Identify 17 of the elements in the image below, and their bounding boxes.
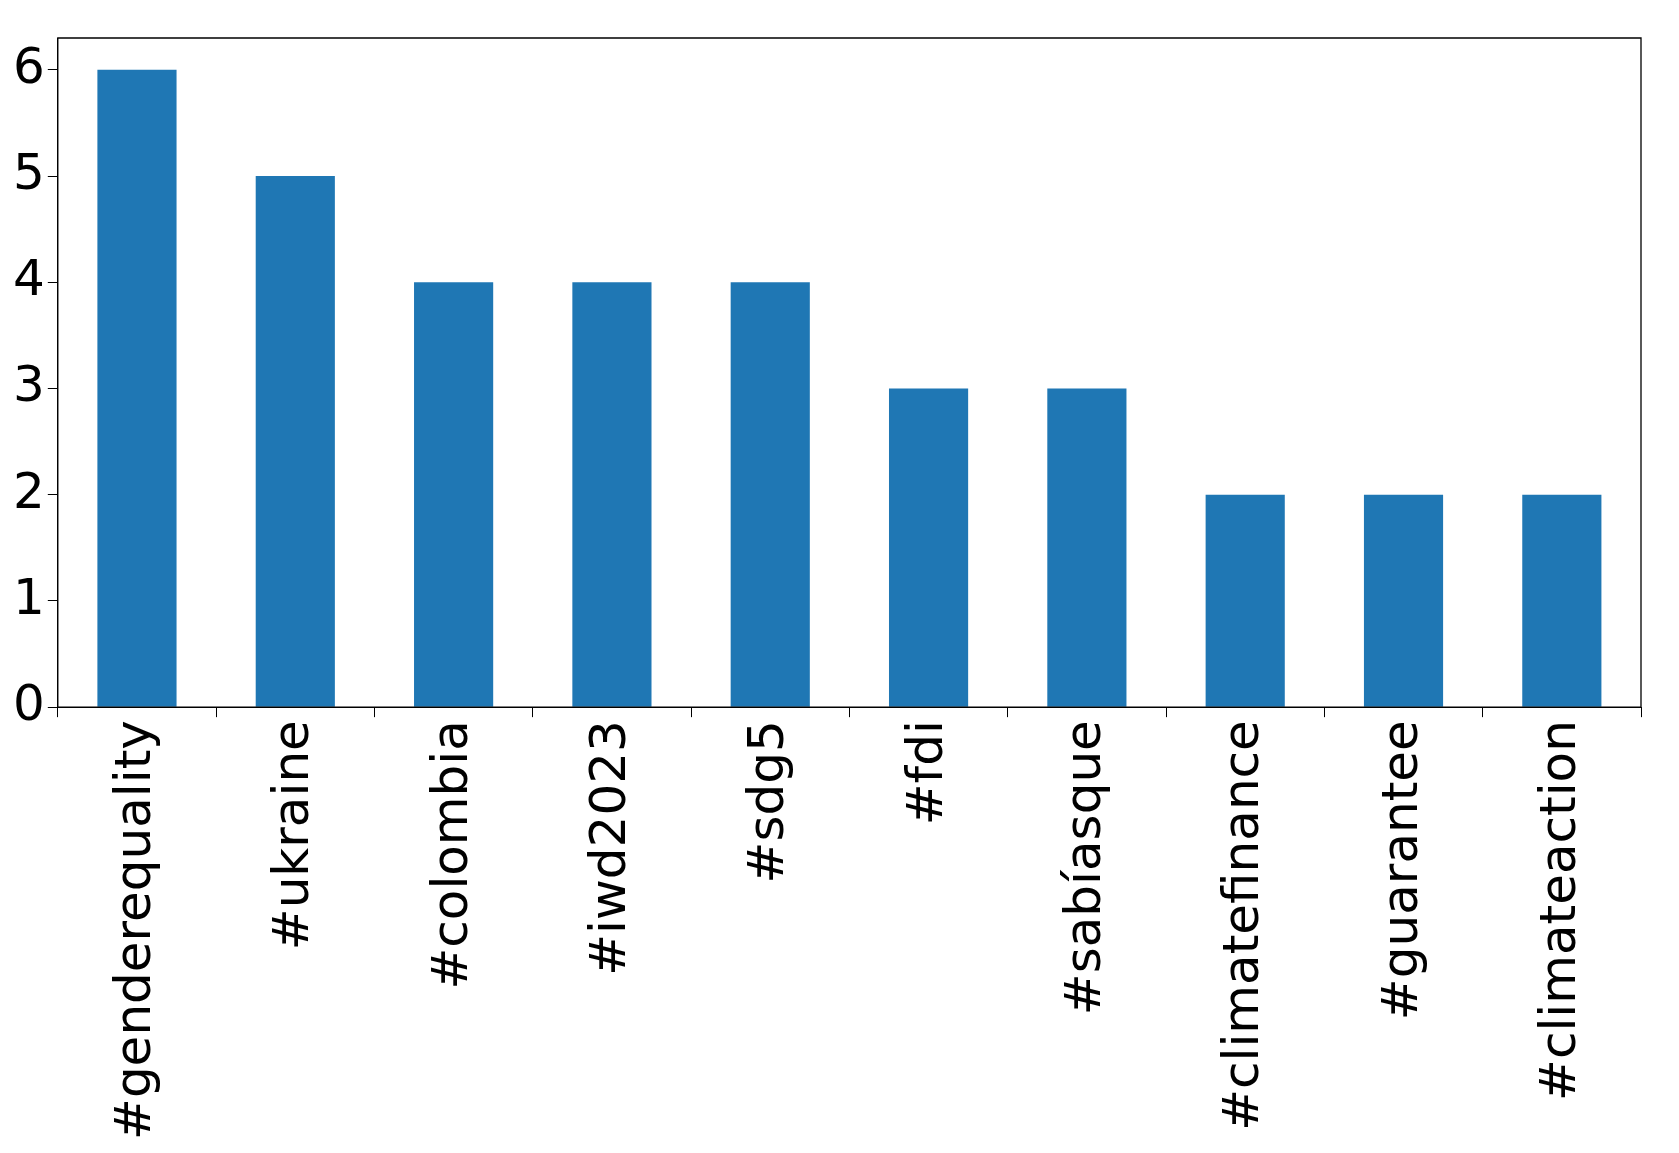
y-tick-label: 6 (13, 36, 45, 95)
x-tick-label: #genderequality (103, 720, 162, 1141)
y-tick-label: 3 (13, 355, 45, 414)
y-tick-label: 0 (13, 674, 45, 733)
x-tick-label: #sabíasque (1053, 720, 1112, 1016)
x-tick-label: #iwd2023 (578, 720, 637, 976)
x-tick-label: #climateaction (1528, 720, 1587, 1101)
x-tick-label: #fdi (895, 720, 954, 826)
x-tick-label: #climatefinance (1212, 720, 1271, 1131)
x-tick-label: #colombia (420, 720, 479, 990)
x-tick-label: #sdg5 (737, 720, 796, 884)
y-tick-label: 4 (13, 249, 45, 308)
x-tick-label: #guarantee (1370, 720, 1429, 1021)
y-tick-label: 2 (13, 461, 45, 520)
y-tick-label: 5 (13, 143, 45, 202)
x-tick-label: #ukraine (262, 720, 321, 951)
y-tick-label: 1 (13, 567, 45, 626)
